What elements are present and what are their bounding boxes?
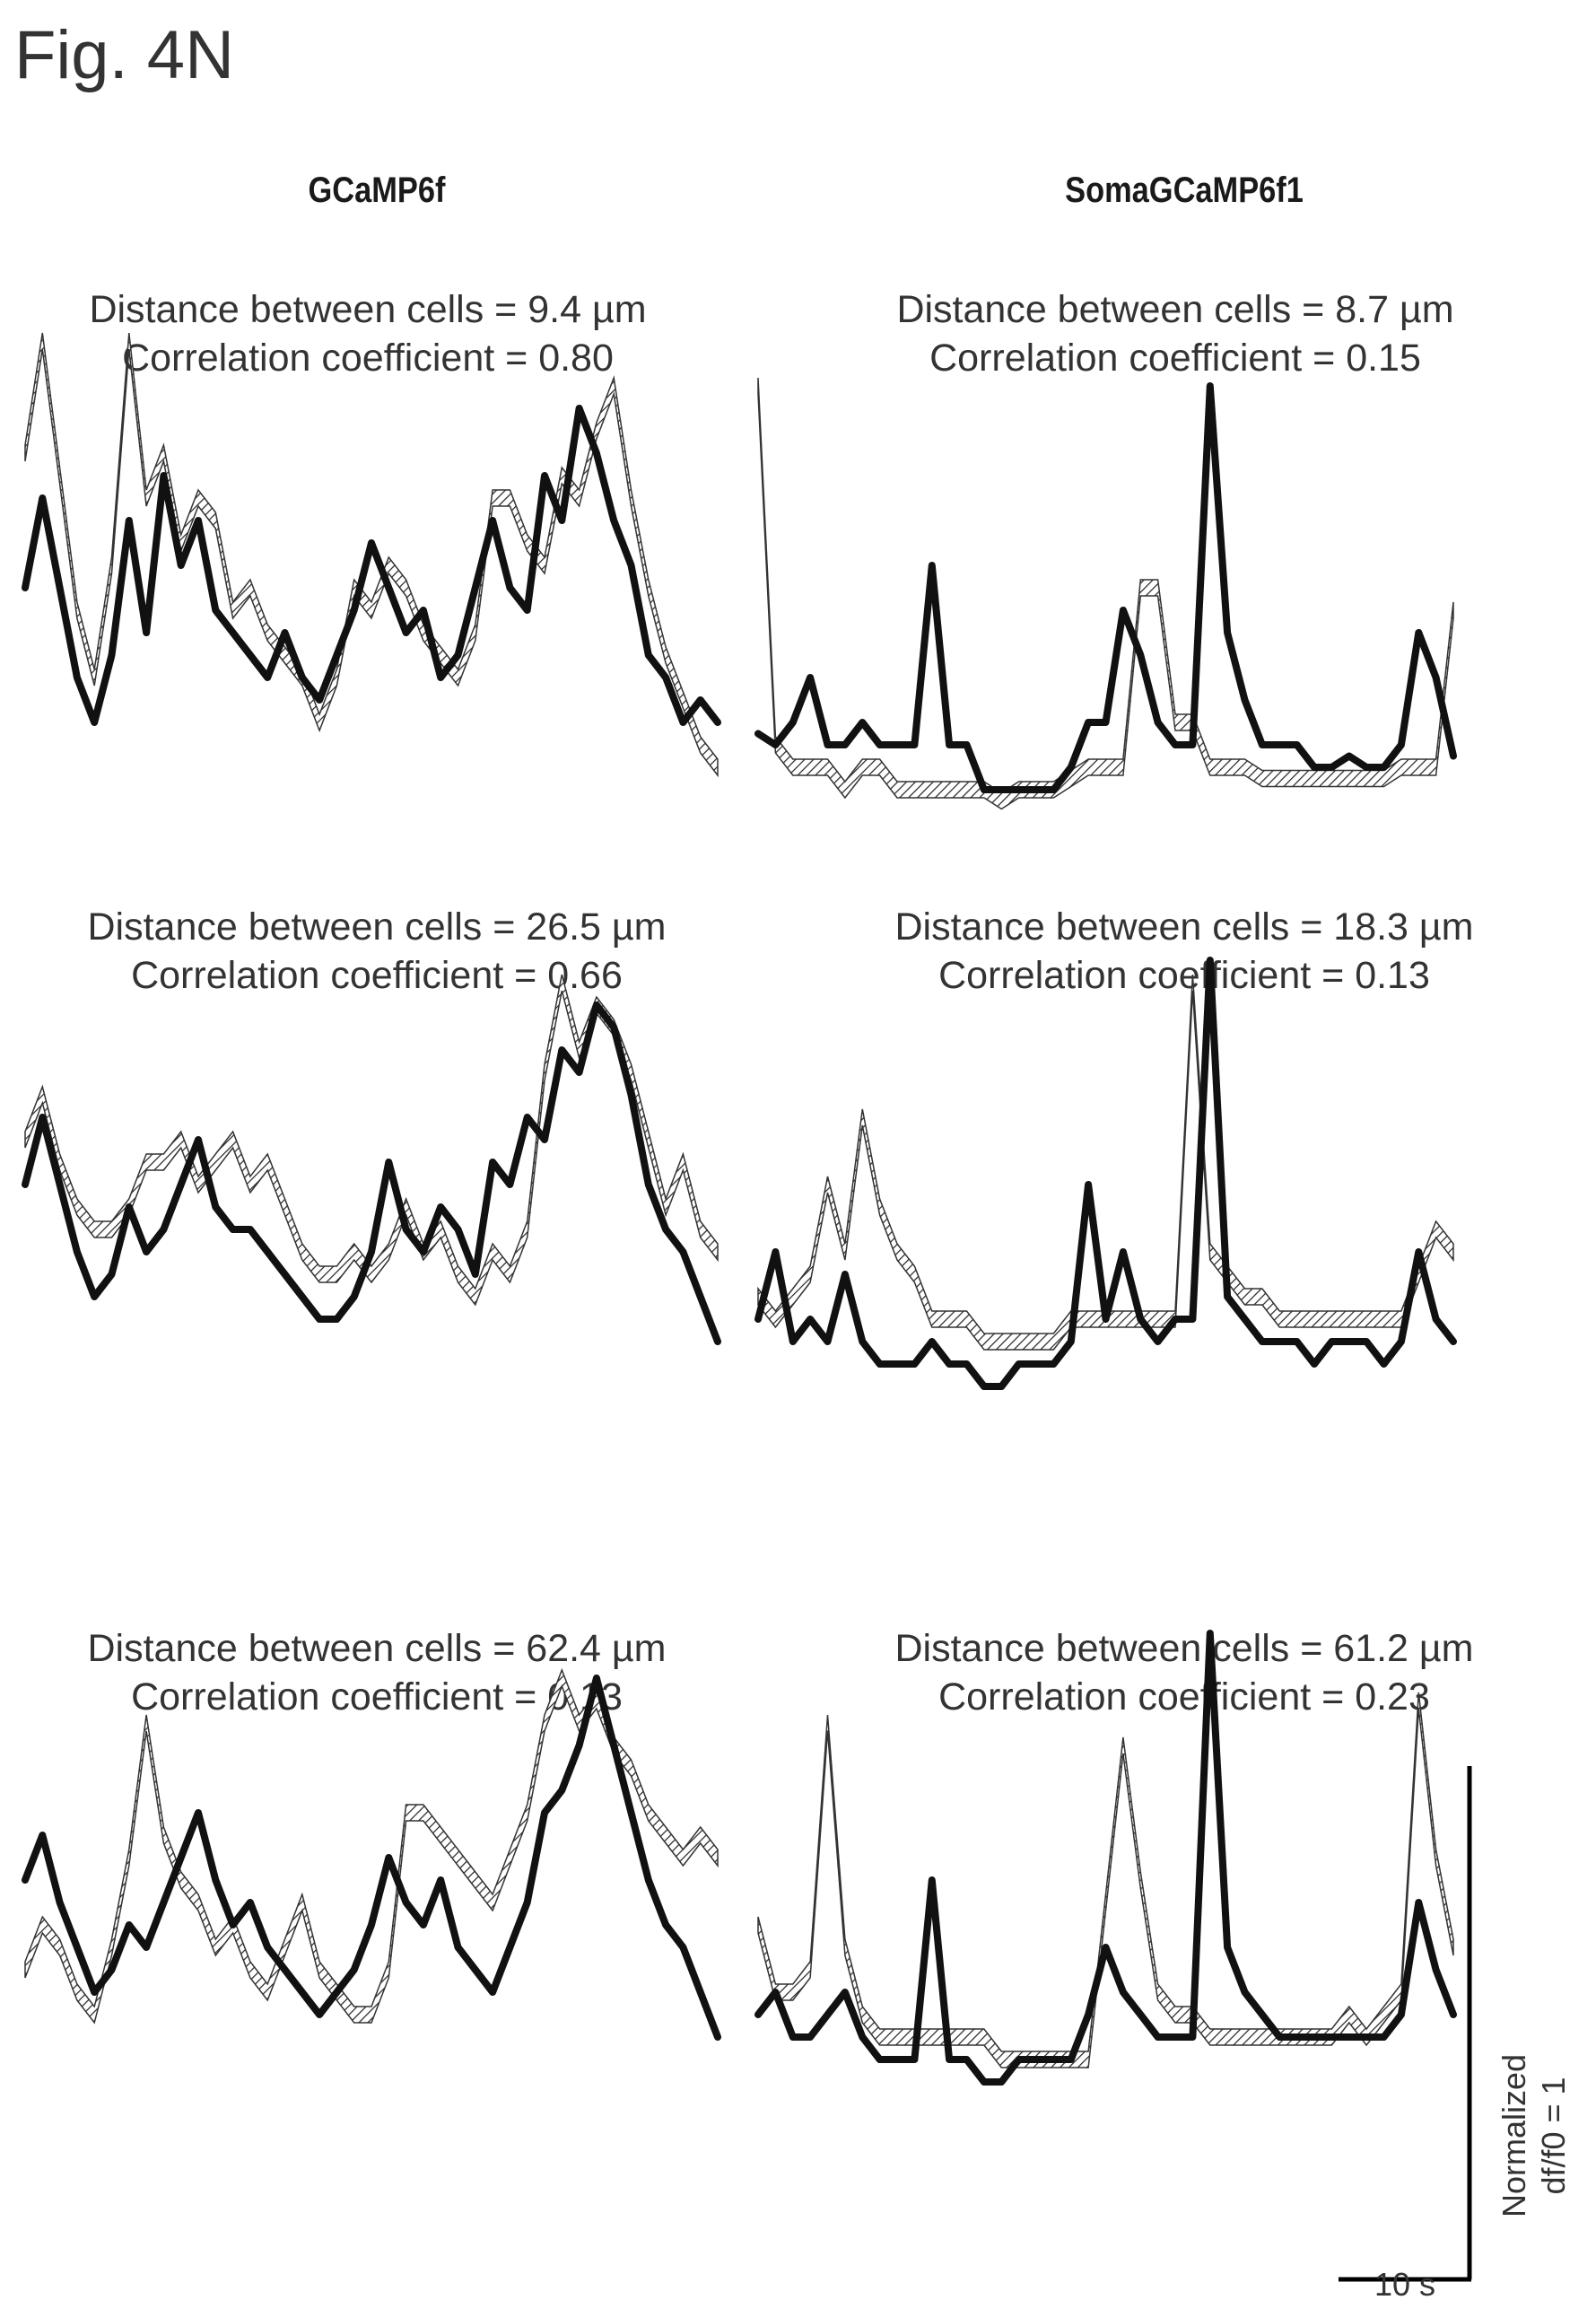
- trace-panel-5: [22, 1667, 721, 2041]
- caption-panel-2: Distance between cells = 8.7 µm Correlat…: [825, 285, 1525, 382]
- trace-panel-1: [22, 332, 721, 778]
- caption-panel-5: Distance between cells = 62.4 µm Correla…: [18, 1624, 736, 1721]
- caption-panel-3: Distance between cells = 26.5 µm Correla…: [18, 903, 736, 1000]
- correlation-label: Correlation coefficient = 0.80: [122, 337, 614, 380]
- scale-x-label: 10 s: [1374, 2266, 1435, 2300]
- hatched-trace: [757, 377, 1454, 810]
- correlation-label: Correlation coefficient = 0.13: [938, 954, 1430, 997]
- correlation-label: Correlation coefficient = 0.15: [929, 337, 1421, 380]
- solid-trace: [754, 1630, 1457, 2086]
- correlation-label: Correlation coefficient = 0.23: [938, 1675, 1430, 1718]
- hatched-trace: [757, 1692, 1454, 2068]
- solid-trace: [22, 1001, 721, 1345]
- trace-panel-2: [754, 377, 1457, 810]
- solid-trace: [754, 382, 1457, 793]
- distance-label: Distance between cells = 9.4 µm: [89, 288, 647, 331]
- scale-y-label-line1: Normalized: [1496, 2054, 1532, 2217]
- column-header-somagcamp6f1: SomaGCaMP6f1: [1065, 171, 1304, 210]
- trace-panel-6: [754, 1630, 1457, 2086]
- caption-panel-6: Distance between cells = 61.2 µm Correla…: [825, 1624, 1543, 1721]
- solid-trace: [22, 1675, 721, 2041]
- distance-label: Distance between cells = 26.5 µm: [87, 905, 667, 949]
- correlation-label: Correlation coefficient = 0.13: [131, 1675, 623, 1718]
- distance-label: Distance between cells = 18.3 µm: [894, 905, 1474, 949]
- trace-panel-3: [22, 974, 721, 1345]
- caption-panel-1: Distance between cells = 9.4 µm Correlat…: [18, 285, 718, 382]
- caption-panel-4: Distance between cells = 18.3 µm Correla…: [825, 903, 1543, 1000]
- scale-y-label-line2: df/f0 = 1: [1535, 2077, 1572, 2194]
- solid-trace: [754, 957, 1457, 1390]
- hatched-trace: [24, 332, 719, 778]
- column-header-gcamp6f: GCaMP6f: [308, 171, 446, 210]
- hatched-trace: [757, 974, 1454, 1351]
- solid-trace: [22, 405, 721, 726]
- distance-label: Distance between cells = 61.2 µm: [894, 1627, 1474, 1670]
- distance-label: Distance between cells = 62.4 µm: [87, 1627, 667, 1670]
- distance-label: Distance between cells = 8.7 µm: [896, 288, 1454, 331]
- trace-panel-4: [754, 957, 1457, 1390]
- hatched-trace: [24, 1667, 719, 2025]
- correlation-label: Correlation coefficient = 0.66: [131, 954, 623, 997]
- hatched-trace: [24, 974, 719, 1307]
- figure-title: Fig. 4N: [14, 17, 234, 93]
